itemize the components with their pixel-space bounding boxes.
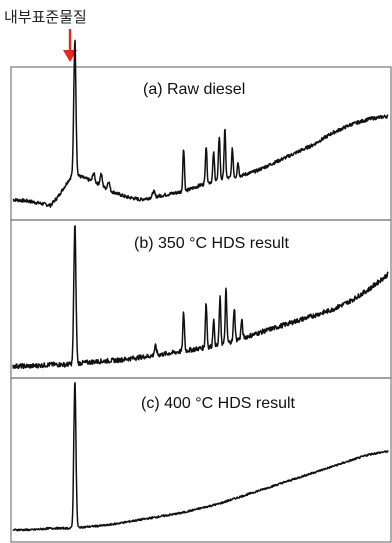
panel-a-trace xyxy=(12,39,389,208)
panel-c-frame xyxy=(10,377,392,543)
panel-b-trace xyxy=(12,225,389,370)
panel-c-label: (c) 400 °C HDS result xyxy=(141,395,296,412)
panel-c-trace xyxy=(12,382,389,532)
panel-c: (c) 400 °C HDS result xyxy=(10,377,392,543)
internal-standard-annotation: 내부표준물질 xyxy=(4,8,87,26)
annotation-arrow xyxy=(63,29,77,62)
panel-b: (b) 350 °C HDS result xyxy=(10,219,392,379)
panel-a: (a) Raw diesel xyxy=(10,39,392,221)
panel-b-label: (b) 350 °C HDS result xyxy=(134,235,289,252)
panel-a-label: (a) Raw diesel xyxy=(143,81,245,98)
